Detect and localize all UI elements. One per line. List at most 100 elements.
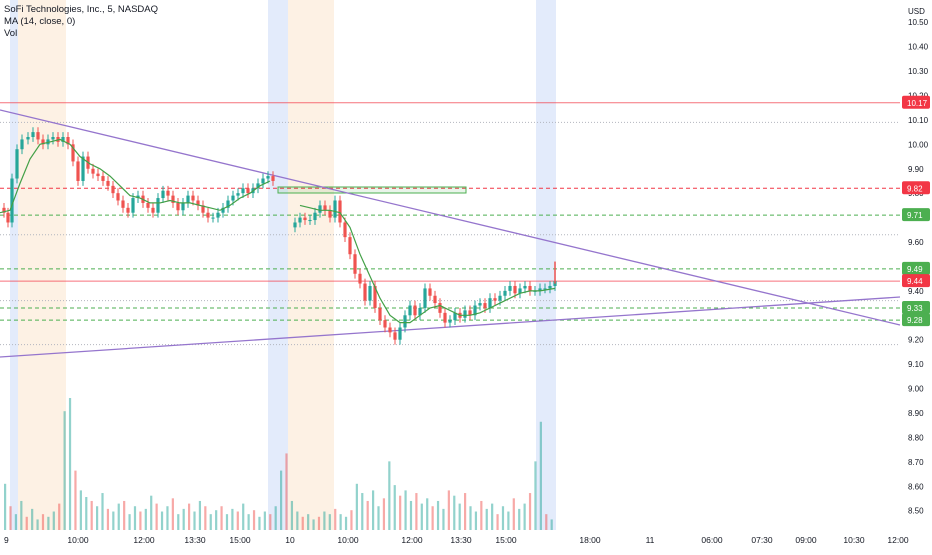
resistance-zone[interactable] <box>277 186 467 194</box>
candle-body <box>196 200 200 206</box>
y-tick-label: 9.40 <box>908 287 924 296</box>
volume-bar <box>150 495 153 530</box>
volume-bar <box>258 516 261 530</box>
candle-body <box>146 202 150 208</box>
price-badge-label: 10.17 <box>907 99 928 108</box>
volume-bar <box>101 493 104 530</box>
candle-body <box>318 205 322 213</box>
x-tick-label: 09:00 <box>795 535 817 545</box>
volume-bar <box>491 503 494 530</box>
volume-bar <box>372 490 375 530</box>
symbol-title[interactable]: SoFi Technologies, Inc., 5, NASDAQ <box>4 4 159 15</box>
session-band-3 <box>288 0 334 530</box>
candle-body <box>473 305 477 316</box>
session-band-0 <box>10 0 18 530</box>
volume-bar <box>469 506 472 530</box>
volume-bar <box>52 511 55 530</box>
candle-body <box>111 185 115 194</box>
y-tick-label: 10.50 <box>908 18 929 27</box>
volume-bar <box>523 503 526 530</box>
candle-body <box>2 207 6 213</box>
price-badge-label: 9.28 <box>907 316 923 325</box>
volume-bar <box>68 398 72 530</box>
y-tick-label: 8.60 <box>908 482 924 491</box>
volume-bar <box>528 493 532 530</box>
volume-bar <box>366 500 369 530</box>
volume-bar <box>344 516 348 530</box>
volume-bar <box>193 511 196 530</box>
price-badge <box>902 261 930 275</box>
ma-path <box>0 138 271 214</box>
candle-body <box>266 176 270 179</box>
x-tick-label: 13:30 <box>450 535 472 545</box>
candle-body <box>423 288 427 308</box>
volume-bar <box>301 516 304 530</box>
candle-body <box>10 178 14 223</box>
y-tick-label: 9.10 <box>908 360 924 369</box>
volume-bar <box>415 493 418 530</box>
y-tick-label: 9.20 <box>908 336 924 345</box>
candle-body <box>358 273 362 284</box>
volume-bar <box>518 508 521 530</box>
candle-body <box>343 222 347 238</box>
volume-bar <box>90 500 93 530</box>
volume-bar <box>512 498 515 530</box>
y-tick-label: 10.10 <box>908 116 929 125</box>
volume-bar <box>9 506 12 530</box>
candle-body <box>201 205 205 213</box>
volume-bar <box>550 519 553 530</box>
y-tick-label: 8.70 <box>908 458 924 467</box>
candle-body <box>503 290 507 296</box>
volume-bar <box>393 485 396 530</box>
candle-body <box>131 198 135 213</box>
y-tick-label: 8.50 <box>908 507 924 516</box>
candle-body <box>543 288 547 290</box>
volume-bar <box>231 508 234 530</box>
candle-body <box>61 137 65 142</box>
volume-bar <box>144 508 147 530</box>
candle-body <box>383 320 387 328</box>
candle-body <box>246 188 250 194</box>
y-tick-label: 9.60 <box>908 238 924 247</box>
x-tick-label: 12:00 <box>401 535 423 545</box>
volume-bar <box>388 461 391 530</box>
price-badge-label: 9.49 <box>907 265 923 274</box>
currency-label: USD <box>908 7 925 16</box>
candle-body <box>298 217 302 223</box>
vol-legend[interactable]: Vol <box>4 28 18 39</box>
price-badge <box>902 208 930 222</box>
candle-body <box>323 205 327 211</box>
x-tick-label: 10:30 <box>843 535 865 545</box>
volume-bar <box>328 514 331 530</box>
price-axis[interactable]: USD10.5010.4010.3010.2010.1010.009.909.8… <box>908 7 929 516</box>
volume-bar <box>307 514 310 530</box>
volume-bar <box>458 503 461 530</box>
volume-bar <box>420 503 423 530</box>
candle-body <box>76 161 80 181</box>
candle-body <box>221 207 225 213</box>
ma-legend[interactable]: MA (14, close, 0) <box>4 16 76 27</box>
volume-bar <box>123 500 126 530</box>
descending-trendline[interactable] <box>0 109 901 326</box>
candle-body <box>101 176 105 181</box>
candle-body <box>488 298 492 308</box>
volume-bar <box>436 500 440 530</box>
volume-bar <box>545 514 548 530</box>
volume-bar <box>361 493 364 530</box>
candle-body <box>41 139 45 145</box>
volume-bar <box>312 519 315 530</box>
candle-body <box>333 200 337 218</box>
candle-body <box>226 200 230 208</box>
candle-body <box>548 285 552 289</box>
candle-body <box>388 327 392 333</box>
time-axis[interactable]: 9 10:00 12:00 13:30 15:00 10 10:00 12:00 13:30 15… <box>4 535 909 545</box>
ma-line <box>0 138 556 324</box>
candle-body <box>206 212 210 218</box>
volume-bar <box>85 497 88 530</box>
candle-body <box>303 217 307 221</box>
volume-bar <box>112 511 115 530</box>
volume-bar <box>334 508 337 530</box>
volume-bar <box>480 500 483 530</box>
